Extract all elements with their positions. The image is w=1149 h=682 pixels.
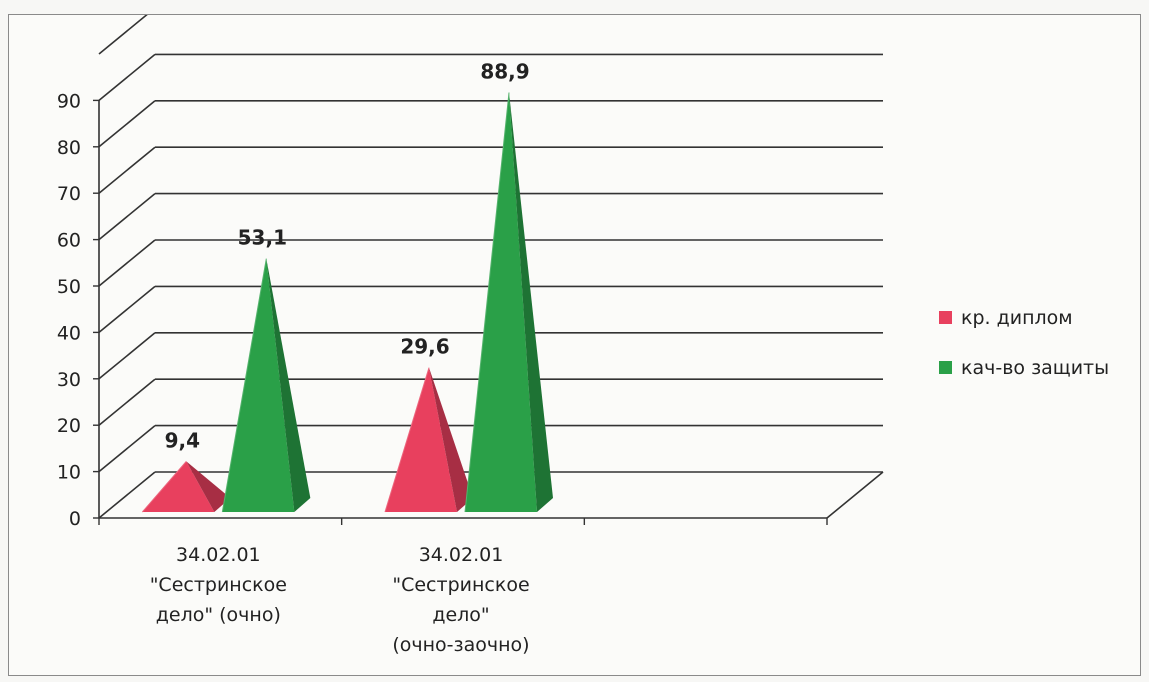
legend: кр. диплом кач-во защиты: [939, 307, 1109, 379]
data-label: 53,1: [238, 226, 287, 250]
y-tick-label: 70: [57, 183, 81, 205]
y-tick-label: 0: [69, 508, 81, 530]
x-category-label: "Сестринское: [150, 574, 287, 596]
side-gridline: [98, 100, 156, 148]
axis-layer: 0 10 20 30 40 50 60 70 80 90 34.02.01 "Сестринское д…: [57, 90, 828, 656]
side-gridline: [98, 424, 156, 473]
side-gridline: [98, 285, 156, 334]
legend-label: кр. диплом: [961, 307, 1073, 329]
pyramid-bar-side-face: [186, 461, 231, 512]
pyramid-bar: [464, 92, 553, 513]
legend-swatch: [939, 361, 952, 374]
x-category-label: "Сестринское: [392, 574, 529, 596]
data-label: 29,6: [400, 335, 449, 359]
mark-layer: [141, 92, 553, 513]
pyramid-chart: 0 10 20 30 40 50 60 70 80 90 34.02.01 "Сестринское д…: [57, 15, 1109, 656]
y-tick-label: 90: [57, 90, 81, 112]
side-gridline: [98, 146, 156, 194]
pyramid-bar-front-face: [142, 461, 215, 512]
pyramid-bar-edge: [221, 258, 267, 513]
y-tick-label: 50: [57, 276, 81, 298]
pyramid-bar-side-face: [266, 258, 311, 512]
y-tick-label: 40: [57, 322, 81, 344]
side-gridline: [98, 471, 156, 519]
side-gridline: [98, 192, 156, 241]
data-label: 9,4: [165, 428, 200, 452]
side-gridline: [98, 378, 156, 426]
side-gridline: [98, 332, 156, 380]
pyramid-bar: [384, 367, 473, 513]
x-category-label: дело" (очно): [156, 604, 281, 626]
side-gridline: [98, 15, 148, 55]
x-category-label: дело": [432, 604, 489, 626]
side-gridline: [98, 239, 156, 287]
pyramid-bar-edge: [141, 461, 187, 513]
side-gridline: [98, 53, 156, 102]
y-tick-label: 80: [57, 137, 81, 159]
pyramid-bar: [141, 461, 231, 513]
x-category-label: 34.02.01: [176, 544, 261, 566]
legend-label: кач-во защиты: [961, 357, 1109, 379]
label-layer: 9,4 53,1 29,6 88,9: [165, 60, 530, 453]
pyramid-bar-edge: [464, 92, 510, 513]
floor-edge: [826, 471, 884, 519]
pyramid-bar-front-face: [465, 92, 537, 512]
y-tick-label: 10: [57, 462, 81, 484]
pyramid-bar-side-face: [509, 92, 553, 512]
pyramid-bar-front-face: [222, 258, 295, 512]
chart-frame: 0 10 20 30 40 50 60 70 80 90 34.02.01 "Сестринское д…: [8, 14, 1141, 676]
pyramid-bar-edge: [384, 367, 430, 513]
x-category-label: (очно-заочно): [392, 634, 529, 656]
y-tick-label: 30: [57, 369, 81, 391]
legend-swatch: [939, 311, 952, 324]
x-category-label: 34.02.01: [419, 544, 504, 566]
y-tick-label: 60: [57, 230, 81, 252]
data-label: 88,9: [480, 60, 529, 84]
pyramid-bar-front-face: [385, 367, 457, 512]
pyramid-bar: [221, 258, 311, 513]
y-tick-label: 20: [57, 415, 81, 437]
pyramid-bar-side-face: [429, 367, 473, 512]
